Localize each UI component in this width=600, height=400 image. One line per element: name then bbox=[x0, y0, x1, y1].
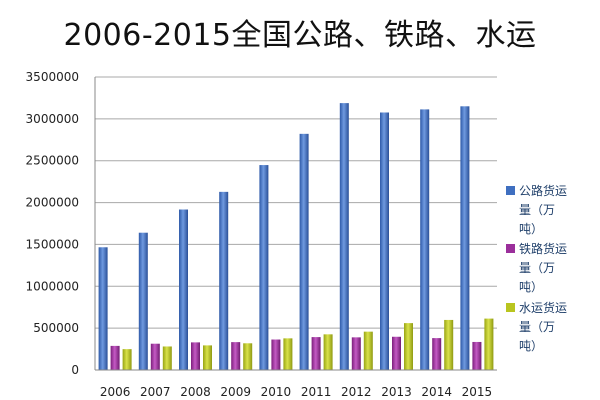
legend-swatch bbox=[506, 303, 515, 312]
axes: 0 500000 1000000 1500000 2000000 2500000 30000… bbox=[26, 70, 497, 399]
bar bbox=[122, 349, 132, 370]
gridlines bbox=[95, 76, 497, 329]
bar bbox=[432, 338, 442, 370]
bar bbox=[271, 339, 281, 370]
x-tick-label: 2013 bbox=[381, 385, 412, 399]
bar bbox=[323, 334, 333, 370]
bar bbox=[243, 343, 253, 370]
x-tick-label: 2011 bbox=[301, 385, 332, 399]
legend-label: 公路货运量（万吨） bbox=[519, 183, 567, 236]
x-tick-label: 2006 bbox=[100, 385, 131, 399]
bar bbox=[98, 247, 108, 370]
x-tick-label: 2015 bbox=[462, 385, 493, 399]
bar bbox=[299, 133, 309, 370]
y-tick-label: 500000 bbox=[33, 321, 79, 335]
bar bbox=[219, 191, 229, 370]
bar bbox=[138, 232, 148, 370]
bar bbox=[162, 346, 172, 370]
bar bbox=[150, 343, 160, 370]
x-tick-label: 2014 bbox=[421, 385, 452, 399]
bar bbox=[351, 337, 361, 370]
legend: 公路货运量（万吨） 铁路货运量（万吨） 水运货运量（万吨） bbox=[506, 183, 567, 353]
bar bbox=[444, 319, 454, 370]
bar bbox=[460, 106, 470, 371]
bars bbox=[98, 103, 494, 371]
bar bbox=[259, 165, 269, 370]
bar bbox=[472, 341, 482, 370]
bar bbox=[283, 338, 293, 370]
y-tick-label: 0 bbox=[71, 363, 79, 377]
bar bbox=[404, 323, 413, 370]
legend-label: 水运货运量（万吨） bbox=[519, 300, 567, 353]
y-tick-label: 3000000 bbox=[26, 112, 79, 126]
x-tick-label: 2010 bbox=[261, 385, 292, 399]
chart-title: 2006-2015全国公路、铁路、水运 bbox=[63, 18, 537, 53]
bar bbox=[110, 345, 120, 370]
x-tick-label: 2009 bbox=[220, 385, 251, 399]
y-tick-label: 2500000 bbox=[26, 154, 79, 168]
bar bbox=[203, 345, 212, 370]
bar bbox=[311, 337, 321, 370]
bar bbox=[392, 336, 401, 370]
bar bbox=[420, 109, 430, 370]
y-tick-label: 1500000 bbox=[26, 237, 79, 251]
x-tick-label: 2008 bbox=[180, 385, 211, 399]
y-tick-label: 3500000 bbox=[26, 70, 79, 84]
x-tick-label: 2012 bbox=[341, 385, 372, 399]
bar bbox=[484, 318, 494, 370]
y-tick-label: 2000000 bbox=[26, 196, 79, 210]
bar bbox=[231, 342, 241, 370]
x-tick-label: 2007 bbox=[140, 385, 171, 399]
bar bbox=[191, 342, 200, 370]
legend-label: 铁路货运量（万吨） bbox=[519, 241, 567, 294]
y-tick-label: 1000000 bbox=[26, 279, 79, 293]
bar bbox=[339, 103, 349, 370]
bar bbox=[179, 209, 188, 370]
legend-swatch bbox=[506, 186, 515, 195]
bar bbox=[363, 331, 373, 370]
legend-swatch bbox=[506, 244, 515, 253]
bar bbox=[380, 112, 389, 370]
